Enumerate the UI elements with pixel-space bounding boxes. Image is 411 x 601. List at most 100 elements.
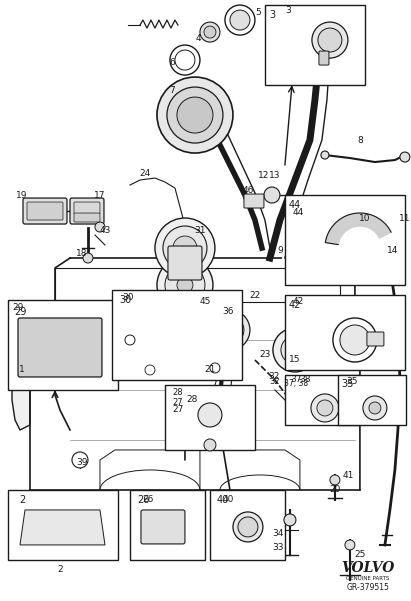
Text: 28: 28: [186, 395, 198, 404]
Circle shape: [157, 257, 213, 313]
Circle shape: [95, 222, 105, 232]
Text: 14: 14: [387, 246, 399, 254]
FancyBboxPatch shape: [70, 198, 104, 224]
Circle shape: [284, 514, 296, 526]
Text: 30: 30: [119, 295, 131, 305]
Text: 3: 3: [269, 10, 275, 20]
Text: 37, 38: 37, 38: [284, 379, 308, 388]
Bar: [285, 295, 405, 370]
FancyBboxPatch shape: [353, 203, 382, 222]
Circle shape: [177, 97, 213, 133]
Bar: [165, 385, 255, 450]
Text: 17: 17: [94, 191, 106, 200]
Circle shape: [312, 22, 348, 58]
Circle shape: [125, 335, 135, 345]
Text: 2: 2: [57, 566, 63, 575]
Text: 27: 27: [172, 406, 184, 415]
Text: 23: 23: [259, 350, 270, 359]
Text: 13: 13: [269, 171, 281, 180]
Text: 40: 40: [222, 495, 233, 504]
Text: 42: 42: [289, 300, 301, 310]
FancyBboxPatch shape: [367, 332, 384, 346]
Text: 44: 44: [289, 200, 301, 210]
Text: 19: 19: [16, 191, 28, 200]
Circle shape: [345, 540, 355, 550]
Circle shape: [165, 265, 205, 305]
Text: GENUINE PARTS: GENUINE PARTS: [346, 576, 390, 581]
Text: 45: 45: [199, 297, 210, 307]
Text: 32: 32: [268, 373, 279, 382]
Text: 38: 38: [299, 376, 311, 385]
Text: 1: 1: [19, 365, 25, 374]
Text: 46: 46: [242, 186, 254, 195]
Circle shape: [233, 512, 263, 542]
Circle shape: [317, 400, 333, 416]
Bar: [130, 490, 205, 560]
FancyBboxPatch shape: [23, 198, 67, 224]
Text: 10: 10: [359, 213, 371, 222]
FancyBboxPatch shape: [319, 51, 329, 65]
Circle shape: [217, 332, 233, 348]
Text: 26: 26: [137, 495, 149, 505]
Circle shape: [363, 396, 387, 420]
Circle shape: [173, 236, 197, 260]
FancyBboxPatch shape: [27, 202, 63, 220]
Circle shape: [264, 187, 280, 203]
Text: 24: 24: [139, 168, 150, 177]
Circle shape: [273, 328, 317, 372]
Circle shape: [311, 394, 339, 422]
Text: 33: 33: [272, 543, 284, 552]
Circle shape: [217, 402, 253, 438]
Text: 44: 44: [292, 207, 304, 216]
Text: 29: 29: [12, 304, 24, 313]
Circle shape: [167, 87, 223, 143]
Text: 20: 20: [329, 486, 341, 495]
Circle shape: [145, 365, 155, 375]
Text: 2: 2: [19, 495, 25, 505]
Text: 7: 7: [169, 85, 175, 94]
Circle shape: [330, 475, 340, 485]
FancyBboxPatch shape: [74, 213, 100, 222]
FancyBboxPatch shape: [244, 194, 264, 208]
Polygon shape: [12, 350, 30, 430]
Circle shape: [369, 402, 381, 414]
Circle shape: [225, 410, 245, 430]
Circle shape: [200, 22, 220, 42]
Text: 15: 15: [289, 355, 301, 364]
Text: 9: 9: [277, 246, 283, 254]
Bar: [210, 490, 285, 560]
Text: 11: 11: [399, 213, 411, 222]
Circle shape: [238, 517, 258, 537]
Circle shape: [400, 152, 410, 162]
Bar: [112, 290, 242, 380]
Text: 25: 25: [354, 551, 366, 560]
Text: 35: 35: [342, 379, 354, 389]
Circle shape: [155, 218, 215, 278]
Bar: [285, 375, 360, 425]
Bar: [285, 195, 405, 285]
Text: 21: 21: [204, 365, 216, 374]
Circle shape: [204, 439, 216, 451]
Text: 6: 6: [169, 58, 175, 67]
Circle shape: [340, 325, 370, 355]
Circle shape: [198, 403, 222, 427]
Circle shape: [157, 77, 233, 153]
Text: 39: 39: [76, 459, 88, 468]
Circle shape: [216, 316, 244, 344]
Text: 36: 36: [222, 308, 234, 317]
Text: 18: 18: [76, 248, 88, 257]
Text: 35: 35: [346, 377, 358, 386]
Circle shape: [318, 28, 342, 52]
Circle shape: [83, 253, 93, 263]
Circle shape: [333, 318, 377, 362]
Circle shape: [210, 363, 220, 373]
Polygon shape: [20, 510, 105, 545]
Text: 43: 43: [99, 225, 111, 234]
Text: 12: 12: [258, 171, 270, 180]
Circle shape: [225, 5, 255, 35]
Text: 40: 40: [217, 495, 229, 505]
Text: 41: 41: [342, 471, 353, 480]
Circle shape: [204, 26, 216, 38]
Circle shape: [72, 452, 88, 468]
Bar: [8, 300, 118, 390]
